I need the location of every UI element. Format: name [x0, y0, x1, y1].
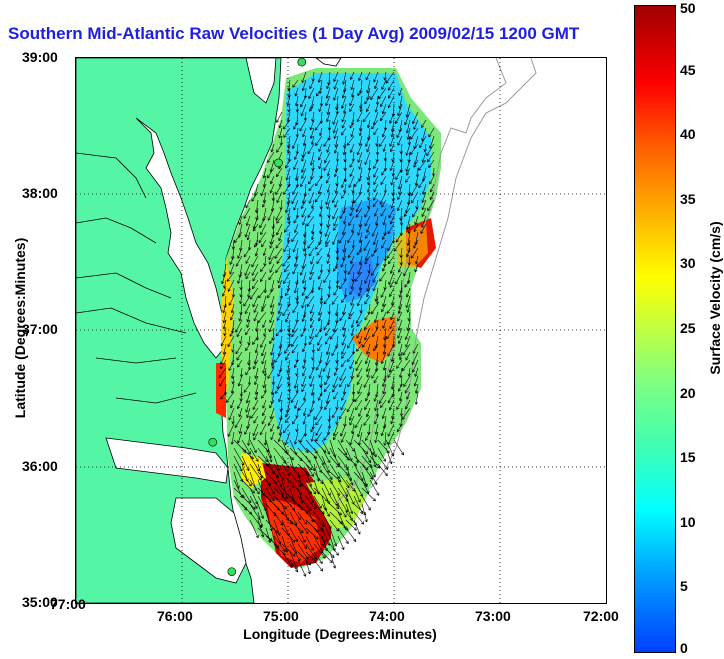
- velocity-arrows-path: [218, 71, 436, 577]
- velocity-vectors: [218, 71, 436, 577]
- radar-stations: [208, 58, 307, 576]
- bay-tributary-2: [76, 307, 197, 404]
- x-tick-5: 73:00: [475, 608, 511, 624]
- pamlico-sound: [170, 497, 247, 584]
- colorbar-label: Surface Velocity (cm/s): [707, 221, 723, 375]
- x-tick-1: 77:00: [50, 596, 86, 612]
- x-tick-4: 74:00: [369, 608, 405, 624]
- colorbar-tick: 25: [680, 320, 696, 336]
- bathymetry-contour-2: [370, 58, 537, 489]
- colorbar: [634, 5, 676, 653]
- y-tick-4: 36:00: [22, 458, 58, 474]
- delaware-bay: [245, 58, 277, 104]
- colorbar-tick: 30: [680, 255, 696, 272]
- x-tick-2: 76:00: [157, 608, 193, 624]
- land-new-jersey: [315, 58, 342, 67]
- colorbar-tick: 35: [680, 190, 696, 207]
- station-2-marker: [274, 158, 283, 168]
- map-frame[interactable]: [75, 57, 607, 604]
- colorbar-tick: 10: [680, 513, 696, 530]
- station-1-marker: [297, 58, 307, 67]
- colorbar-tick: 20: [680, 384, 696, 401]
- chesapeake-bay: [135, 117, 225, 359]
- colorbar-tick: 15: [680, 449, 696, 466]
- y-tick-3: 37:00: [22, 321, 58, 337]
- y-tick-5: 35:00: [22, 594, 58, 610]
- x-tick-6: 72:00: [583, 608, 619, 624]
- colorbar-tick: 5: [680, 578, 688, 595]
- station-3-marker: [208, 437, 218, 447]
- bay-tributary-1: [76, 152, 172, 299]
- x-tick-3: 75:00: [263, 608, 299, 624]
- x-axis-label: Longitude (Degrees:Minutes): [243, 626, 437, 642]
- velocity-map[interactable]: [76, 58, 606, 603]
- station-4-marker: [227, 567, 237, 576]
- y-tick-1: 39:00: [22, 49, 58, 65]
- colorbar-tick: 40: [680, 126, 696, 143]
- albemarle-sound: [105, 437, 229, 484]
- chart-title: Southern Mid-Atlantic Raw Velocities (1 …: [8, 24, 580, 43]
- colorbar-tick: 50: [680, 0, 696, 16]
- colorbar-tick: 45: [680, 61, 696, 78]
- y-axis-label: Latitude (Degrees:Minutes): [12, 237, 28, 419]
- y-tick-2: 38:00: [22, 185, 58, 201]
- colorbar-tick: 0: [680, 640, 688, 656]
